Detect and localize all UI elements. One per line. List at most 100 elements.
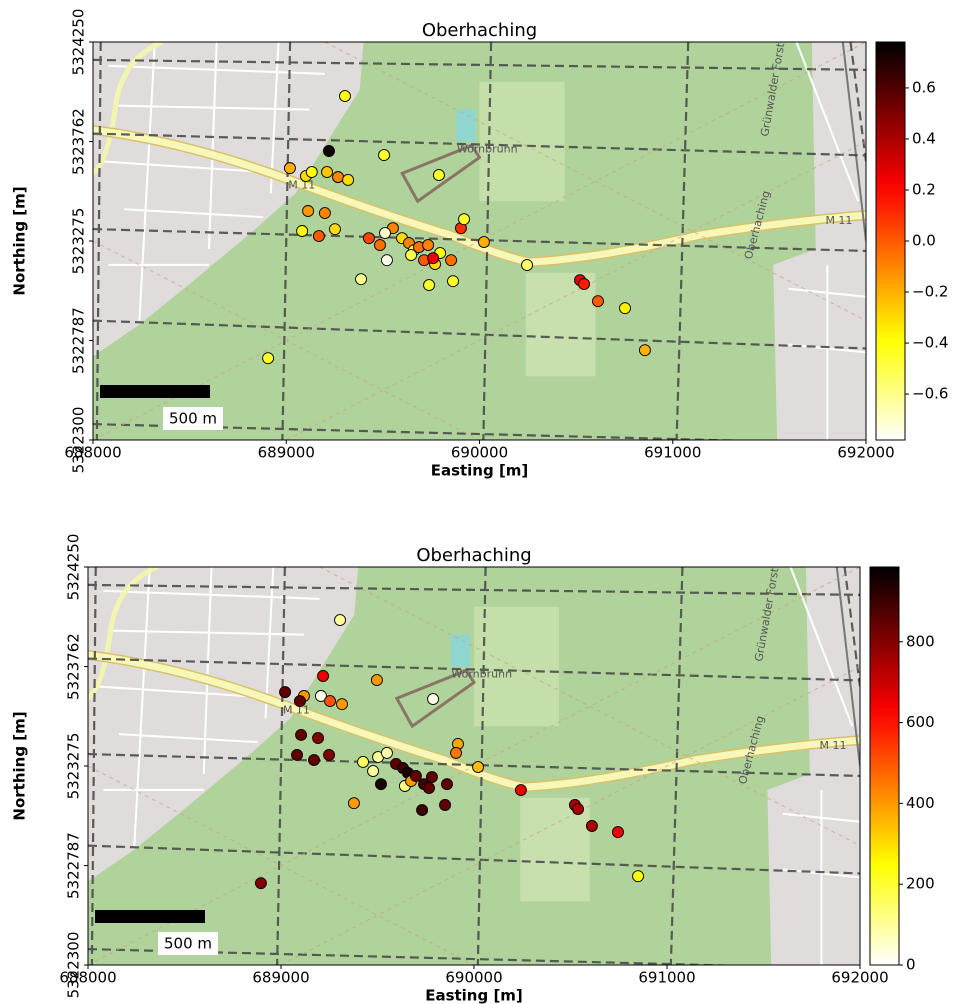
colorbar — [870, 567, 899, 965]
x-tick-label: 690000 — [445, 969, 502, 987]
point — [371, 675, 382, 686]
y-axis-label: Northing [m] — [11, 186, 29, 295]
x-tick-label: 689000 — [252, 969, 309, 987]
colorbar-tick-label: 400 — [906, 794, 935, 812]
point — [284, 163, 295, 174]
point — [410, 771, 421, 782]
point — [306, 167, 317, 178]
point — [522, 260, 533, 271]
colorbar-tick-label: 0.0 — [912, 232, 936, 250]
y-tick-label: 5323762 — [70, 108, 88, 175]
point — [356, 274, 367, 285]
point — [433, 170, 444, 181]
y-tick-label: 5323275 — [65, 733, 83, 800]
point — [633, 871, 644, 882]
x-tick-label: 692000 — [837, 444, 894, 462]
point — [313, 733, 324, 744]
point — [381, 255, 392, 266]
point — [459, 214, 470, 225]
point — [379, 150, 390, 161]
colorbar-tick-label: 600 — [906, 713, 935, 731]
point — [381, 747, 392, 758]
point — [426, 772, 437, 783]
map-label: Wörnbrunn — [457, 142, 518, 155]
point — [375, 779, 386, 790]
colorbar-tick-label: 800 — [906, 632, 935, 650]
point — [368, 766, 379, 777]
point — [280, 687, 291, 698]
point — [318, 670, 329, 681]
point — [333, 172, 344, 183]
scale-bar-label: 500 m — [169, 410, 217, 428]
point — [329, 224, 340, 235]
colorbar-tick-label: 0.4 — [912, 129, 936, 147]
x-tick-label: 691000 — [644, 444, 701, 462]
point — [358, 756, 369, 767]
point — [292, 749, 303, 760]
point — [296, 729, 307, 740]
point — [325, 696, 336, 707]
colorbar-tick-label: −0.2 — [912, 283, 948, 301]
point — [380, 228, 391, 239]
map-label: M 11 — [825, 214, 852, 227]
point — [324, 749, 335, 760]
y-tick-label: 5324250 — [65, 534, 83, 601]
map-label: M 11 — [819, 739, 846, 752]
point — [323, 145, 334, 156]
point — [586, 821, 597, 832]
scale-bar — [100, 385, 210, 398]
point — [428, 694, 439, 705]
point — [336, 699, 347, 710]
x-tick-label: 690000 — [451, 444, 508, 462]
point — [478, 237, 489, 248]
point — [309, 755, 320, 766]
point — [313, 231, 324, 242]
point — [573, 804, 584, 815]
colorbar-tick-label: 0 — [906, 956, 916, 974]
point — [255, 878, 266, 889]
point — [343, 174, 354, 185]
scale-bar — [95, 910, 205, 923]
y-tick-label: 5322300 — [65, 932, 83, 999]
colorbar-tick-label: 0.6 — [912, 78, 936, 96]
point — [417, 805, 428, 816]
point — [322, 167, 333, 178]
point — [639, 345, 650, 356]
colorbar-tick-label: −0.4 — [912, 334, 948, 352]
point — [592, 296, 603, 307]
x-tick-label: 689000 — [258, 444, 315, 462]
point — [451, 747, 462, 758]
point — [446, 255, 457, 266]
x-tick-label: 691000 — [638, 969, 695, 987]
colorbar — [876, 42, 905, 440]
point — [448, 276, 459, 287]
colorbar-tick-label: 200 — [906, 875, 935, 893]
colorbar-tick-label: 0.2 — [912, 180, 936, 198]
y-tick-label: 5324250 — [70, 9, 88, 76]
point — [263, 353, 274, 364]
y-tick-label: 5322787 — [70, 307, 88, 374]
scale-bar-label: 500 m — [164, 935, 212, 953]
point — [441, 779, 452, 790]
y-tick-label: 5322787 — [65, 832, 83, 899]
point — [319, 208, 330, 219]
point — [579, 279, 590, 290]
point — [335, 615, 346, 626]
point — [339, 91, 350, 102]
page: M 11M 11WörnbrunnGrünwalder ForstOberhac… — [0, 0, 955, 1004]
point — [363, 233, 374, 244]
point — [473, 762, 484, 773]
point — [374, 240, 385, 251]
point — [348, 798, 359, 809]
point — [515, 785, 526, 796]
y-tick-label: 5323762 — [65, 633, 83, 700]
map-label: Wörnbrunn — [451, 667, 512, 680]
chart-title: Oberhaching — [422, 20, 537, 41]
figure: M 11M 11WörnbrunnGrünwalder ForstOberhac… — [0, 0, 955, 1004]
point — [423, 240, 434, 251]
y-tick-label: 5323275 — [70, 208, 88, 275]
point — [294, 696, 305, 707]
point — [303, 205, 314, 216]
point — [620, 303, 631, 314]
point — [428, 253, 439, 264]
